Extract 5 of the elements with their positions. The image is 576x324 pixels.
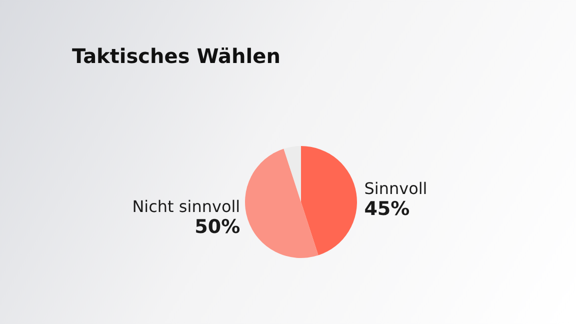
slice-label: Sinnvoll [364, 178, 428, 198]
chart-title: Taktisches Wählen [72, 44, 280, 68]
slice-label: Nicht sinnvoll [132, 196, 240, 216]
data-label: 50% [194, 216, 240, 238]
data-label: 45% [364, 198, 410, 220]
